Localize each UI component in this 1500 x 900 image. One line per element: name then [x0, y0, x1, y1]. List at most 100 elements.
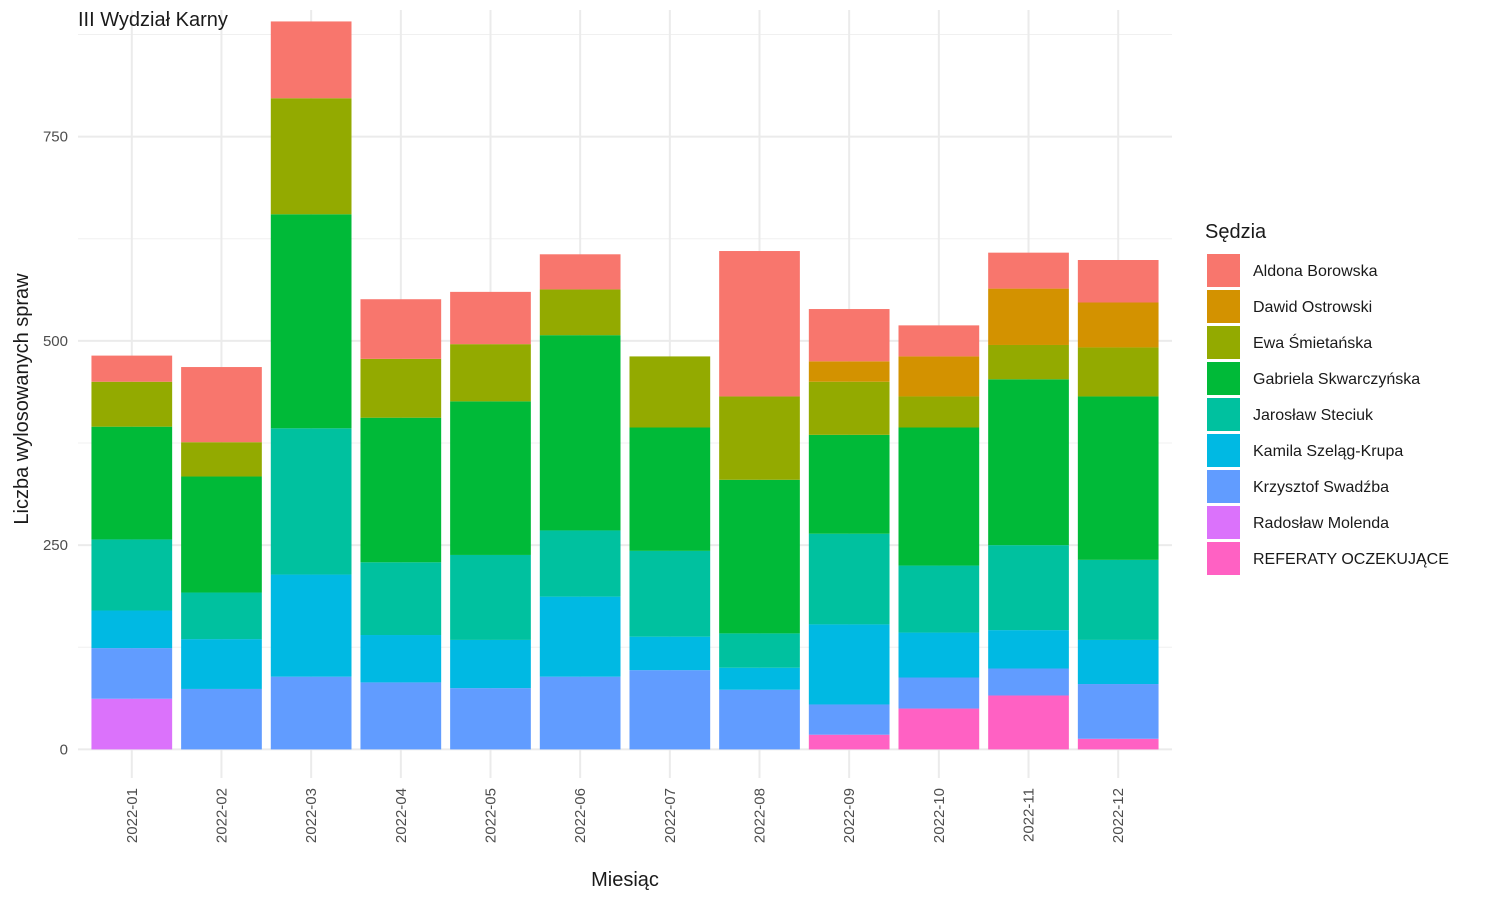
bar-segment: [719, 479, 800, 634]
bar-segment: [988, 288, 1069, 345]
bar-segment: [270, 214, 352, 429]
bar-segment: [181, 442, 262, 477]
y-axis-ticks: 0 250 500 750: [43, 129, 68, 759]
bar-segment: [539, 335, 621, 531]
y-tick-label: 750: [43, 129, 68, 146]
y-tick-label: 500: [43, 333, 68, 350]
legend-swatch: [1207, 470, 1240, 503]
bar-segment: [181, 367, 262, 443]
bar-segment: [898, 396, 980, 428]
bar-segment: [539, 676, 621, 750]
bar-segment: [450, 639, 531, 689]
bar-segment: [629, 636, 711, 671]
bar-segment: [360, 299, 442, 359]
legend-label: Krzysztof Swadźba: [1253, 479, 1389, 496]
legend-swatch: [1207, 506, 1240, 539]
x-tick-label: 2022-10: [931, 788, 948, 843]
legend-label: REFERATY OCZEKUJĄCE: [1253, 551, 1449, 568]
x-tick-label: 2022-06: [572, 788, 589, 843]
bar-segment: [360, 358, 442, 418]
bar-segment: [181, 476, 262, 593]
bar-segment: [898, 632, 980, 678]
bars: [91, 21, 1159, 750]
bar-segment: [1077, 396, 1159, 560]
bar-segment: [450, 688, 531, 750]
bar-segment: [91, 355, 173, 382]
legend-label: Kamila Szeląg-Krupa: [1253, 443, 1403, 460]
y-axis-title: Liczba wylosowanych spraw: [11, 273, 33, 525]
bar-segment: [808, 704, 890, 735]
bar-segment: [450, 401, 531, 555]
legend-swatch: [1207, 290, 1240, 323]
bar-segment: [808, 624, 890, 705]
legend-swatch: [1207, 434, 1240, 467]
bar-segment: [808, 434, 890, 534]
bar-segment: [360, 682, 442, 750]
bar-segment: [360, 417, 442, 563]
legend-label: Ewa Śmietańska: [1253, 333, 1372, 352]
x-tick-label: 2022-04: [393, 788, 410, 843]
legend-swatch: [1207, 326, 1240, 359]
bar-segment: [719, 667, 800, 690]
bar-segment: [988, 252, 1069, 289]
bar-segment: [898, 708, 980, 750]
bar-segment: [91, 381, 173, 427]
bar-segment: [988, 545, 1069, 631]
bar-segment: [719, 689, 800, 750]
bar-segment: [719, 251, 800, 397]
bar-segment: [539, 596, 621, 677]
bar-segment: [1077, 559, 1159, 640]
legend-label: Radosław Molenda: [1253, 515, 1389, 532]
bar-segment: [91, 648, 173, 699]
x-axis-title: Miesiąc: [591, 869, 659, 891]
bar-segment: [988, 379, 1069, 546]
bar-segment: [988, 668, 1069, 696]
bar-segment: [1077, 639, 1159, 685]
bar-segment: [988, 630, 1069, 669]
legend-swatch: [1207, 362, 1240, 395]
bar-segment: [1077, 684, 1159, 739]
bar-segment: [629, 356, 711, 428]
bar-segment: [270, 98, 352, 215]
x-tick-label: 2022-02: [213, 788, 230, 843]
legend-title: Sędzia: [1205, 221, 1267, 243]
bar-segment: [988, 695, 1069, 750]
bar-segment: [91, 610, 173, 649]
x-tick-label: 2022-11: [1021, 788, 1038, 842]
bar-segment: [808, 381, 890, 435]
x-tick-label: 2022-09: [841, 788, 858, 843]
bar-segment: [1077, 302, 1159, 348]
bar-segment: [91, 426, 173, 540]
bar-segment: [450, 554, 531, 640]
bar-segment: [629, 550, 711, 637]
bar-segment: [898, 677, 980, 709]
legend-label: Dawid Ostrowski: [1253, 299, 1372, 316]
x-tick-label: 2022-03: [303, 788, 320, 843]
bar-segment: [360, 562, 442, 636]
bar-segment: [270, 428, 352, 575]
bar-segment: [629, 427, 711, 551]
bar-segment: [719, 633, 800, 668]
bar-segment: [181, 592, 262, 640]
x-tick-label: 2022-05: [482, 788, 499, 843]
bar-segment: [808, 734, 890, 750]
bar-segment: [988, 344, 1069, 380]
bar-segment: [91, 698, 173, 750]
bar-segment: [808, 309, 890, 362]
y-tick-label: 250: [43, 537, 68, 554]
bar-segment: [539, 254, 621, 290]
bar-segment: [360, 635, 442, 683]
y-tick-label: 0: [60, 741, 68, 758]
bar-segment: [629, 670, 711, 750]
bar-segment: [808, 361, 890, 382]
bar-segment: [450, 291, 531, 345]
legend-swatch: [1207, 398, 1240, 431]
bar-segment: [539, 289, 621, 336]
bar-segment: [1077, 347, 1159, 397]
bar-segment: [270, 676, 352, 750]
legend-label: Jarosław Steciuk: [1253, 407, 1374, 424]
bar-segment: [539, 530, 621, 597]
bar-segment: [808, 533, 890, 625]
x-tick-label: 2022-01: [124, 788, 141, 843]
